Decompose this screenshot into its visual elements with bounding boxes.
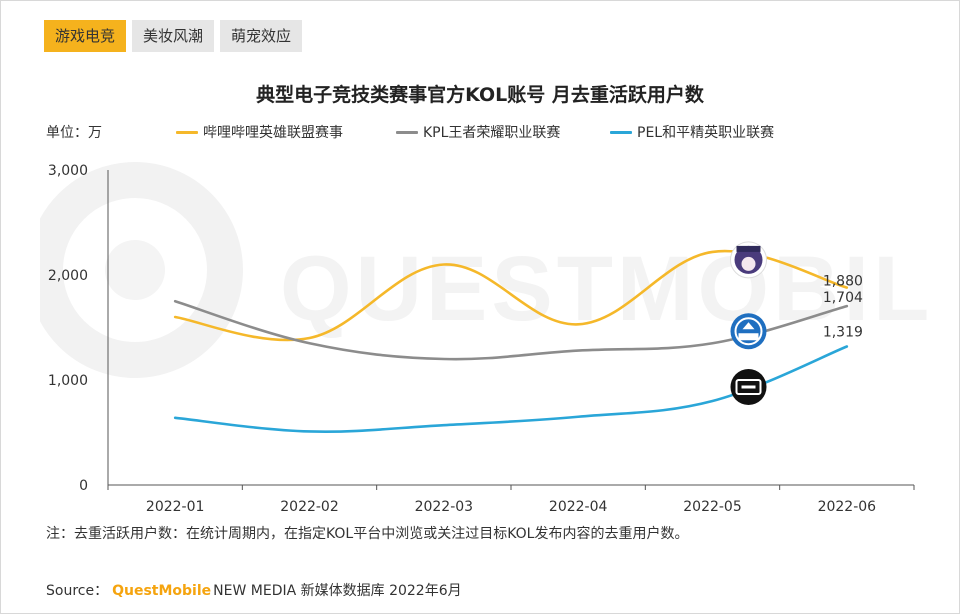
y-tick-label: 3,000 bbox=[48, 163, 88, 179]
legend-label-lol: 哔哩哔哩英雄联盟赛事 bbox=[203, 125, 343, 141]
legend-item-pel: PEL和平精英职业联赛 bbox=[610, 122, 774, 142]
footnote: 注：去重活跃用户数：在统计周期内，在指定KOL平台中浏览或关注过目标KOL发布内… bbox=[46, 526, 689, 542]
x-tick-label: 2022-03 bbox=[415, 499, 474, 515]
tab-beauty[interactable]: 美妆风潮 bbox=[132, 20, 215, 52]
source-suffix: NEW MEDIA 新媒体数据库 2022年6月 bbox=[213, 583, 462, 599]
x-tick-label: 2022-05 bbox=[683, 499, 742, 515]
end-label-pel: 1,319 bbox=[823, 325, 863, 341]
end-label-kpl: 1,704 bbox=[823, 290, 863, 306]
lol-avatar-icon bbox=[730, 241, 767, 279]
source-line: Source： QuestMobile NEW MEDIA 新媒体数据库 202… bbox=[46, 580, 462, 600]
series-line-lol bbox=[173, 249, 849, 342]
tab-esports[interactable]: 游戏电竞 bbox=[44, 20, 127, 52]
category-tabs: 游戏电竞 美妆风潮 萌宠效应 bbox=[44, 20, 303, 52]
source-brand: QuestMobile bbox=[112, 583, 212, 599]
chart-legend: 哔哩哔哩英雄联盟赛事 KPL王者荣耀职业联赛 PEL和平精英职业联赛 bbox=[0, 122, 960, 142]
legend-label-pel: PEL和平精英职业联赛 bbox=[637, 125, 775, 141]
legend-swatch-kpl bbox=[396, 130, 418, 134]
legend-swatch-pel bbox=[610, 130, 632, 134]
x-tick-label: 2022-06 bbox=[818, 499, 877, 515]
chart-title: 典型电子竞技类赛事官方KOL账号 月去重活跃用户数 bbox=[256, 84, 704, 106]
legend-swatch-lol bbox=[176, 130, 198, 134]
legend-item-kpl: KPL王者荣耀职业联赛 bbox=[396, 122, 560, 142]
end-label-lol: 1,880 bbox=[823, 274, 863, 290]
x-tick-label: 2022-04 bbox=[549, 499, 608, 515]
y-tick-label: 1,000 bbox=[48, 373, 88, 389]
pel-logo-icon bbox=[730, 369, 767, 405]
legend-item-lol: 哔哩哔哩英雄联盟赛事 bbox=[176, 122, 343, 142]
x-tick-label: 2022-01 bbox=[146, 499, 205, 515]
kpl-logo-icon bbox=[730, 313, 767, 350]
series-line-kpl bbox=[173, 299, 849, 361]
y-tick-label: 2,000 bbox=[48, 268, 88, 284]
y-tick-label: 0 bbox=[79, 478, 88, 494]
legend-label-kpl: KPL王者荣耀职业联赛 bbox=[423, 125, 561, 141]
x-tick-label: 2022-02 bbox=[280, 499, 339, 515]
source-prefix: Source： bbox=[46, 583, 109, 599]
unit-label: 单位：万 bbox=[46, 125, 102, 141]
tab-pets[interactable]: 萌宠效应 bbox=[220, 20, 303, 52]
